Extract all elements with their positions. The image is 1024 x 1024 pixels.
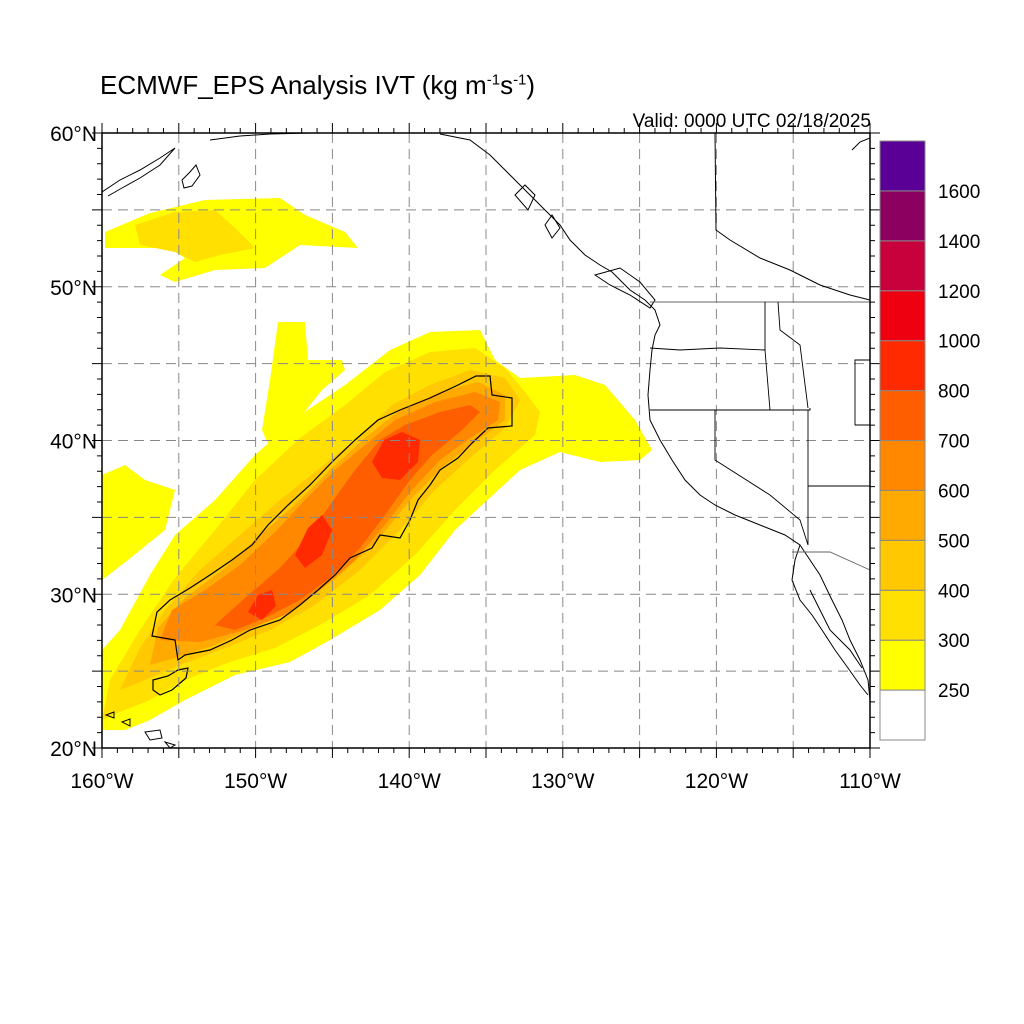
colorbar-swatch — [879, 240, 926, 292]
axis-ticks — [92, 123, 880, 758]
colorbar-label: 1600 — [938, 182, 980, 203]
y-tick-label: 40°N — [50, 431, 97, 454]
border-nevada — [714, 410, 809, 546]
ivt-shade-250 — [262, 322, 345, 448]
state-borders — [649, 301, 870, 571]
coastline-baja — [799, 544, 870, 701]
colorbar-swatch — [879, 290, 926, 342]
colorbar-swatch — [879, 689, 926, 741]
ivt-shade-300 — [135, 210, 255, 262]
x-tick-label: 140°W — [378, 770, 441, 793]
colorbar-label: 1000 — [938, 332, 980, 353]
colorbar-swatch — [879, 639, 926, 691]
axis-labels: 160°W 150°W 140°W 130°W 120°W 110°W 60°N 50°N 40… — [50, 123, 901, 793]
border-oregon-california — [650, 349, 811, 411]
ivt-shade-800 — [295, 515, 332, 568]
colorbar-swatch — [879, 190, 926, 242]
x-tick-label: 160°W — [70, 770, 133, 793]
colorbar-label: 1200 — [938, 282, 980, 303]
map-title: ECMWF_EPS Analysis IVT (kg m-1s-1) — [100, 70, 536, 100]
coastline-kodiak — [181, 164, 201, 189]
x-tick-label: 130°W — [531, 770, 594, 793]
colorbar-swatch — [879, 489, 926, 541]
colorbar-label: 600 — [938, 481, 970, 502]
colorbar-swatch — [879, 140, 926, 192]
border-utah-arizona — [808, 359, 870, 487]
y-tick-label: 30°N — [50, 584, 97, 607]
ivt-shade-250 — [102, 465, 175, 580]
coastline-alaska — [102, 147, 176, 197]
x-tick-label: 110°W — [839, 770, 901, 793]
colorbar-swatch — [879, 539, 926, 591]
colorbar-label: 500 — [938, 531, 970, 552]
x-tick-label: 120°W — [685, 770, 748, 793]
ivt-shade-800 — [248, 590, 276, 620]
colorbar-label: 800 — [938, 382, 970, 403]
colorbar-swatch — [879, 440, 926, 491]
colorbar-label: 400 — [938, 581, 970, 602]
colorbar-label: 1400 — [938, 232, 980, 253]
colorbar-swatch — [879, 390, 926, 442]
ivt-shade-800 — [372, 432, 420, 480]
ivt-contour-line — [151, 375, 513, 662]
colorbar-label: 300 — [938, 631, 970, 652]
colorbar-label: 700 — [938, 432, 970, 453]
y-tick-label: 50°N — [50, 277, 97, 300]
y-tick-label: 20°N — [50, 738, 97, 761]
colorbar: 250 300 400 500 600 700 800 1000 1200 1400 1600 — [879, 140, 980, 741]
ivt-contour-line — [152, 667, 189, 696]
ivt-shading — [102, 198, 652, 730]
coastline-hawaii — [104, 711, 177, 748]
y-tick-label: 60°N — [50, 123, 97, 146]
colorbar-swatch — [879, 340, 926, 392]
colorbar-label: 250 — [938, 681, 970, 702]
coastline-top-right — [851, 137, 870, 151]
border-mexico — [792, 551, 870, 571]
border-washington-oregon — [649, 302, 766, 351]
coastline-canada-top — [714, 133, 870, 301]
colorbar-swatch — [879, 589, 926, 641]
coastline-islands — [514, 184, 656, 309]
x-tick-label: 150°W — [224, 770, 287, 793]
valid-time-label: Valid: 0000 UTC 02/18/2025 — [632, 111, 871, 132]
border-idaho — [777, 301, 809, 409]
